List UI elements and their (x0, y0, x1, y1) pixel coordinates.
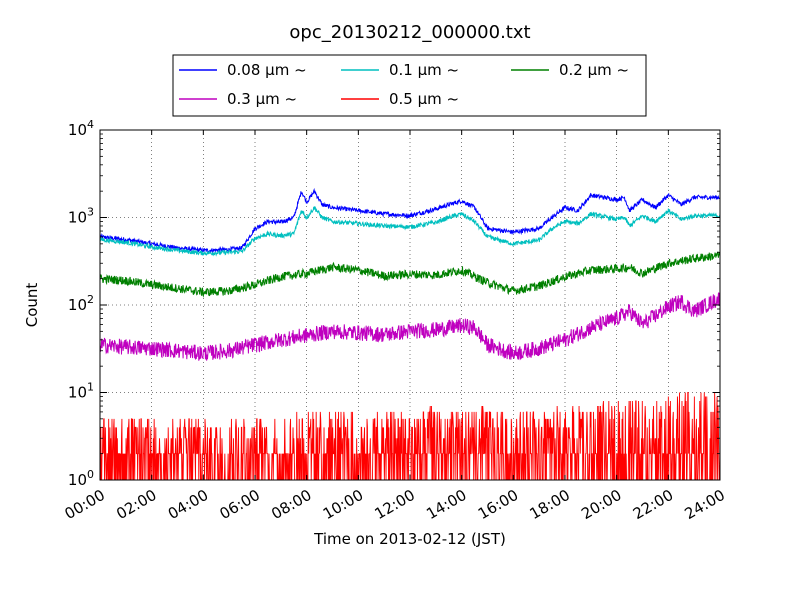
series-line (100, 392, 720, 480)
series-layer (100, 187, 720, 480)
legend-box (172, 54, 647, 117)
legend-label: 0.5 μm ~ (389, 90, 459, 108)
series-line (100, 292, 720, 361)
legend-label: 0.08 μm ~ (227, 61, 307, 79)
chart-title: opc_20130212_000000.txt (289, 22, 530, 43)
x-tick-label: 12:00 (372, 486, 418, 523)
y-tick-label: 101 (68, 381, 94, 402)
x-tick-label: 04:00 (165, 486, 211, 523)
y-tick-label: 104 (68, 118, 94, 139)
x-tick-label: 16:00 (475, 486, 521, 523)
series-line (100, 206, 720, 257)
x-tick-label: 24:00 (682, 486, 728, 523)
legend-label: 0.3 μm ~ (227, 90, 297, 108)
x-axis-label: Time on 2013-02-12 (JST) (313, 530, 506, 548)
series-line (100, 187, 720, 254)
x-tick-label: 06:00 (217, 486, 263, 523)
legend-label: 0.1 μm ~ (389, 61, 459, 79)
series-line (100, 251, 720, 298)
x-tick-label: 00:00 (62, 486, 108, 523)
y-tick-label: 100 (68, 468, 94, 489)
x-tick-label: 10:00 (320, 486, 366, 523)
x-tick-label: 14:00 (423, 486, 469, 523)
legend-label: 0.2 μm ~ (559, 61, 629, 79)
x-tick-label: 02:00 (113, 486, 159, 523)
x-tick-label: 18:00 (527, 486, 573, 523)
x-tick-label: 22:00 (630, 486, 676, 523)
y-axis-label: Count (23, 283, 41, 328)
y-tick-label: 103 (68, 206, 94, 227)
legend: 0.08 μm ~ 0.1 μm ~ 0.2 μm ~ 0.3 μm ~ 0.5 μm … (172, 54, 647, 117)
x-tick-label: 20:00 (578, 486, 624, 523)
y-tick-label: 102 (68, 293, 94, 314)
x-tick-label: 08:00 (268, 486, 314, 523)
